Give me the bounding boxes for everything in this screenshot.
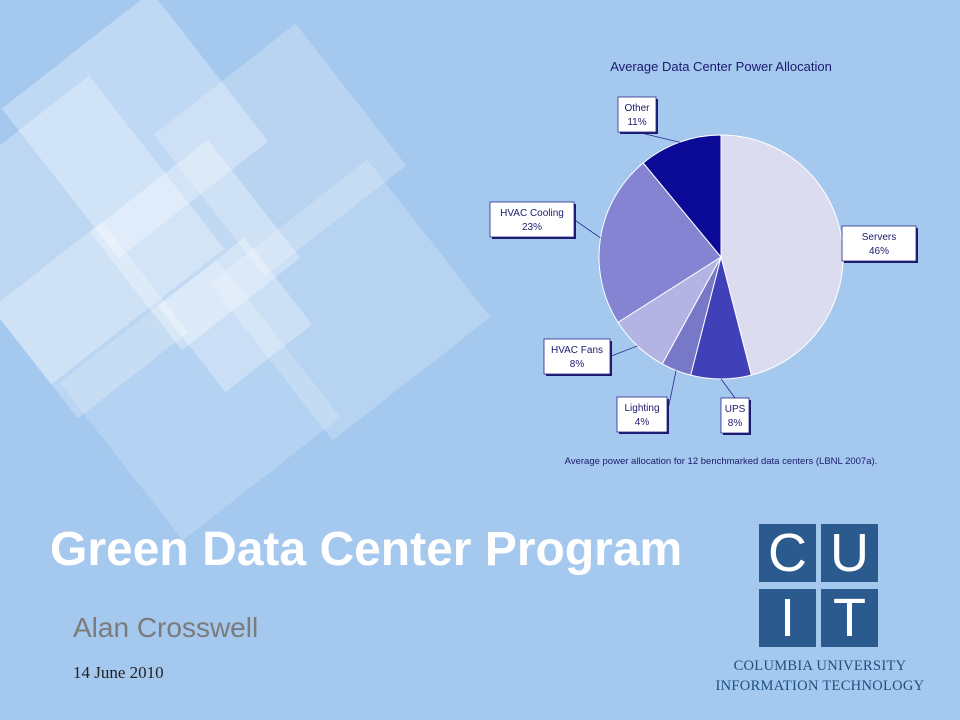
slice-label: Servers [862,232,896,243]
logo-letter-c: C [759,524,816,582]
org-name-line2: INFORMATION TECHNOLOGY [715,678,925,694]
slice-label: UPS [725,404,746,415]
slice-value-label: 8% [728,418,743,429]
slide-title: Green Data Center Program [50,523,683,576]
slice-label: HVAC Cooling [500,208,564,219]
slice-value-label: 4% [635,417,650,428]
logo-letter-t: T [821,589,878,647]
leader-line [573,219,601,239]
leader-line [609,345,638,357]
org-name-line1: COLUMBIA UNIVERSITY [733,658,907,674]
chart-title: Average Data Center Power Allocation [610,59,832,74]
pie-chart: Average Data Center Power Allocation Ser… [489,59,918,467]
logo-letter-u: U [821,524,878,582]
slice-label: Lighting [624,403,659,414]
cuit-logo: C U I T [759,524,879,648]
slice-label-box [841,225,917,262]
slice-value-label: 23% [522,222,542,233]
slice-value-label: 8% [570,359,585,370]
slice-label-box [720,397,750,434]
presentation-date: 14 June 2010 [73,663,164,682]
slice-label: Other [624,103,650,114]
slice-label-box [489,201,575,238]
slice-value-label: 46% [869,246,889,257]
slice-label: HVAC Fans [551,345,603,356]
slice-label-box [543,338,611,375]
slice-value-label: 11% [627,117,646,128]
leader-line [720,378,736,399]
slice-label-box [617,96,657,133]
logo-letter-i: I [759,589,816,647]
chart-caption: Average power allocation for 12 benchmar… [565,456,878,467]
slice-label-box [616,396,668,433]
author-name: Alan Crosswell [73,612,259,643]
